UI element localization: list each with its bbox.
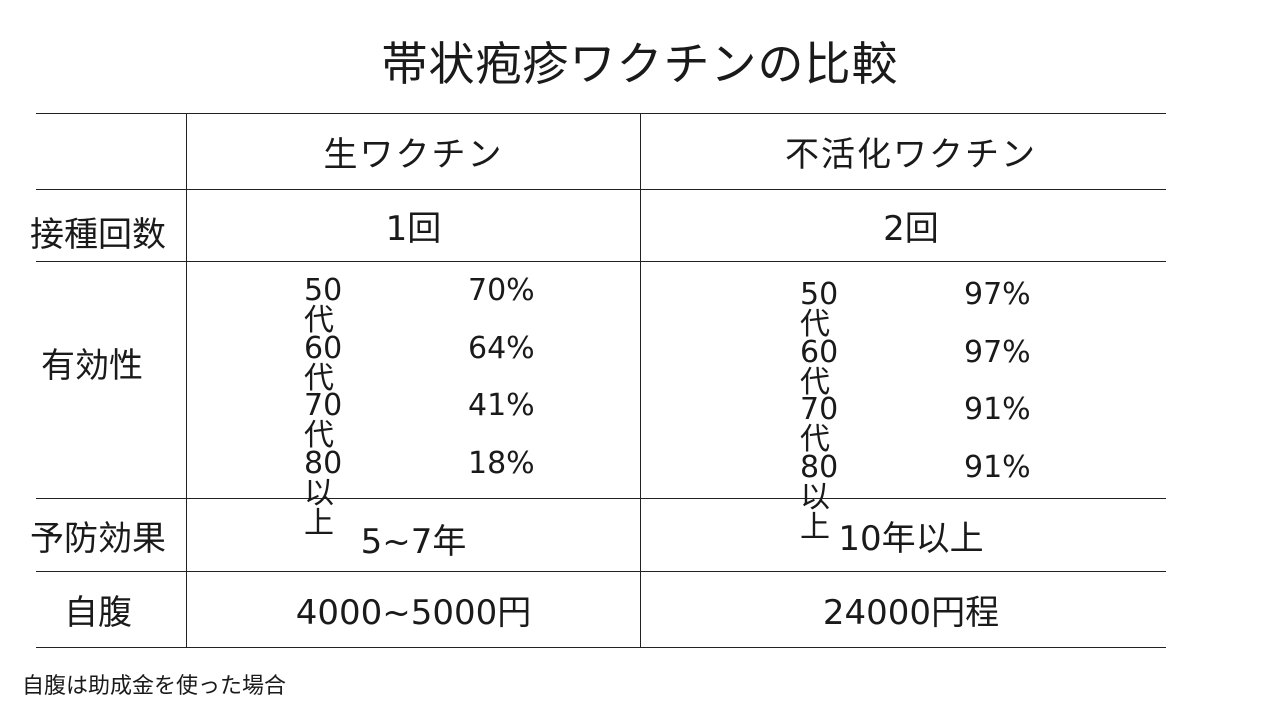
table-divider-efficacy: [36, 498, 1166, 499]
efficacy-age: 70代: [304, 388, 343, 453]
duration-live: 5~7年: [360, 521, 467, 562]
row-label-doses: 接種回数: [30, 214, 166, 255]
efficacy-age: 60代: [800, 334, 839, 400]
row-label-cost: 自腹: [64, 593, 132, 633]
table-divider-doses: [36, 261, 1166, 262]
efficacy-age: 60代: [304, 330, 343, 396]
efficacy-age: 80以上: [304, 445, 343, 541]
efficacy-value: 70%: [468, 273, 535, 308]
table-column-divider-1: [186, 114, 187, 648]
efficacy-age: 80以上: [800, 449, 839, 545]
table-border-bottom: [36, 647, 1166, 648]
efficacy-value: 64%: [468, 330, 535, 366]
table-divider-header: [36, 189, 1166, 190]
cost-live: 4000~5000円: [295, 593, 532, 633]
table-column-divider-2: [640, 114, 641, 648]
table-divider-duration: [36, 571, 1166, 572]
efficacy-value: 18%: [468, 445, 535, 481]
column-header-inactivated-vaccine: 不活化ワクチン: [785, 135, 1037, 175]
efficacy-value: 91%: [964, 449, 1031, 485]
efficacy-value: 41%: [468, 388, 535, 423]
row-label-efficacy: 有効性: [41, 345, 143, 386]
row-label-duration: 予防効果: [30, 518, 166, 559]
efficacy-value: 97%: [964, 277, 1031, 312]
footnote: 自腹は助成金を使った場合: [22, 674, 287, 699]
efficacy-age: 70代: [800, 392, 839, 457]
table-border-top: [36, 113, 1166, 114]
efficacy-value: 91%: [964, 392, 1031, 427]
doses-inactivated: 2回: [883, 209, 939, 249]
doses-live: 1回: [385, 209, 442, 249]
efficacy-value: 97%: [964, 334, 1031, 370]
cost-inactivated: 24000円程: [822, 593, 1000, 633]
column-header-live-vaccine: 生ワクチン: [323, 135, 504, 175]
efficacy-age: 50代: [800, 277, 839, 342]
efficacy-age: 50代: [304, 273, 343, 338]
slide-title: 帯状疱疹ワクチンの比較: [381, 37, 899, 91]
duration-inactivated: 10年以上: [838, 518, 984, 559]
